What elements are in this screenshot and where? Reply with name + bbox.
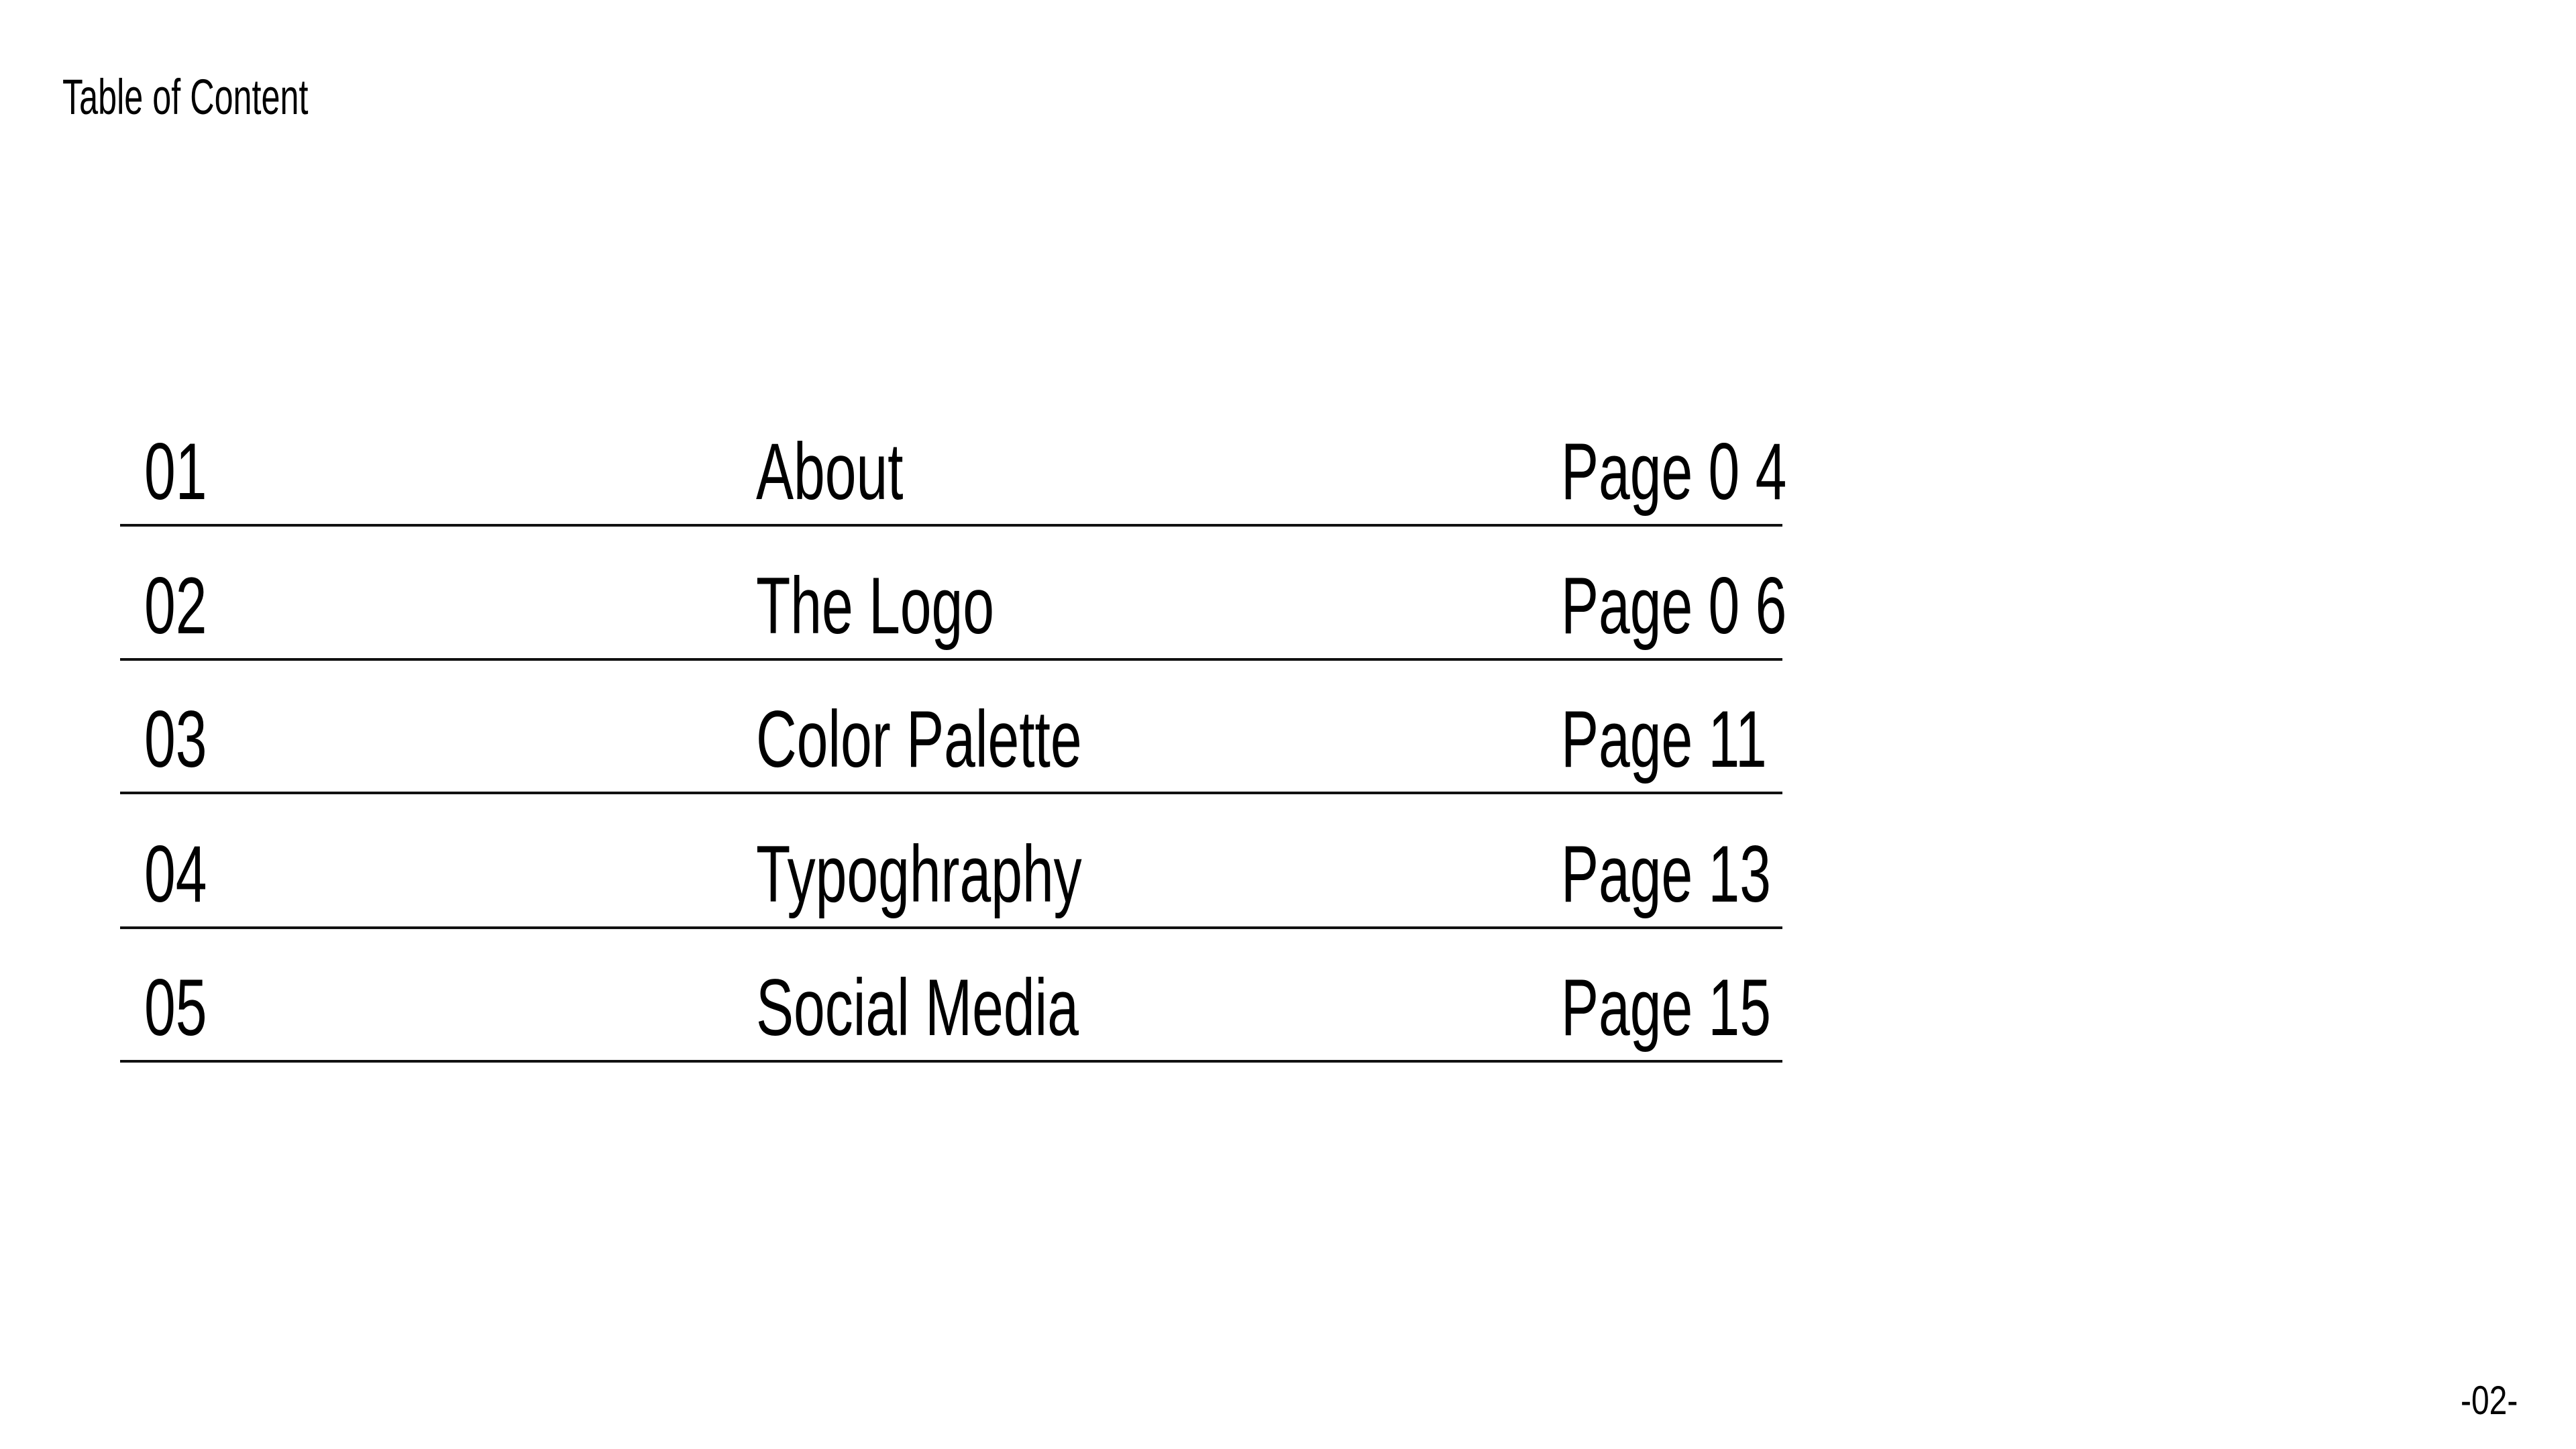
toc-row: 03 Color Palette Page 11 bbox=[120, 657, 1782, 794]
toc-topic: The Logo bbox=[756, 561, 994, 651]
toc-page: Page 11 bbox=[1561, 694, 1767, 784]
toc-row: 04 Typoghraphy Page 13 bbox=[120, 792, 1782, 929]
toc-number: 01 bbox=[144, 427, 207, 517]
page-title-text: Table of Content bbox=[62, 69, 309, 125]
toc-topic: Color Palette bbox=[756, 694, 1082, 784]
toc-row: 01 About Page 0 4 bbox=[120, 390, 1786, 527]
toc-row: 05 Social Media Page 15 bbox=[120, 926, 1782, 1063]
toc-page: Page 15 bbox=[1561, 963, 1771, 1053]
toc-page: Page 0 6 bbox=[1561, 561, 1787, 651]
toc-page: Page 13 bbox=[1561, 829, 1771, 919]
toc-row: 02 The Logo Page 0 6 bbox=[120, 524, 1786, 661]
toc-number: 05 bbox=[144, 963, 207, 1053]
toc-number: 03 bbox=[144, 694, 207, 784]
toc-page: Page 0 4 bbox=[1561, 427, 1787, 517]
toc-topic: About bbox=[756, 427, 904, 517]
toc-topic: Typoghraphy bbox=[756, 829, 1082, 919]
toc-number: 04 bbox=[144, 829, 207, 919]
page-title: Table of Content bbox=[62, 72, 424, 122]
toc-number: 02 bbox=[144, 561, 207, 651]
page-number: -02- bbox=[2461, 1378, 2518, 1423]
toc-topic: Social Media bbox=[756, 963, 1079, 1053]
